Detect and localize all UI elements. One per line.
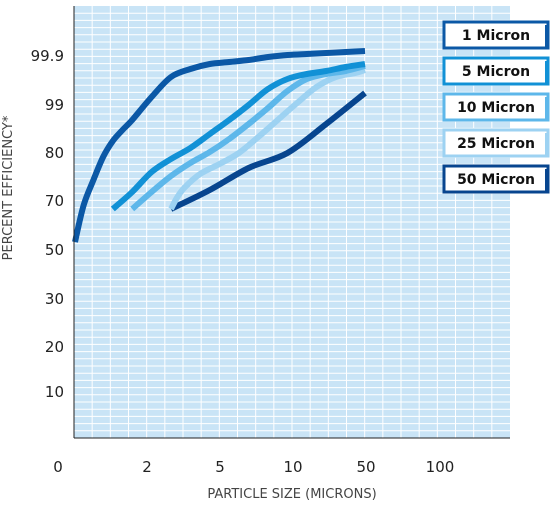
y-axis-title: PERCENT EFFICIENCY* <box>1 115 16 260</box>
legend-shadow <box>545 169 548 192</box>
legend-label: 10 Micron <box>457 100 535 116</box>
y-tick-label: 10 <box>45 383 64 401</box>
legend-label: 1 Micron <box>462 28 530 44</box>
y-tick-label: 30 <box>45 290 64 308</box>
y-tick-label: 20 <box>45 338 64 356</box>
x-tick-label: 10 <box>283 458 302 476</box>
legend-box <box>442 164 550 194</box>
legend-shadow <box>545 133 548 156</box>
legend-label: 50 Micron <box>457 172 535 188</box>
series-line-1-micron <box>72 48 366 243</box>
y-tick-label: 99.9 <box>31 47 64 65</box>
series-line-25-micron <box>168 67 366 211</box>
x-tick-labels: 0 2 5 10 50 100 <box>53 458 454 476</box>
x-tick-label: 100 <box>426 458 455 476</box>
y-tick-labels: 10 20 30 50 70 80 99 99.9 <box>31 47 64 401</box>
series-lines <box>72 48 367 243</box>
y-tick-label: 80 <box>45 144 64 162</box>
y-tick-label: 70 <box>45 192 64 210</box>
legend: 1 Micron 5 Micron 10 Micron 25 Micron 50 Mic… <box>442 20 550 194</box>
legend-label: 5 Micron <box>462 64 530 80</box>
legend-shadow <box>545 61 548 84</box>
series-line-5-micron <box>110 61 366 212</box>
series-line-50-micron <box>169 90 367 212</box>
legend-label: 25 Micron <box>457 136 535 152</box>
legend-shadow <box>545 97 548 120</box>
x-axis-title: PARTICLE SIZE (MICRONS) <box>207 487 376 502</box>
x-tick-label: 50 <box>356 458 375 476</box>
y-tick-label: 50 <box>45 241 64 259</box>
x-tick-label: 2 <box>142 458 152 476</box>
x-tick-label: 5 <box>215 458 225 476</box>
legend-box <box>442 56 550 86</box>
x-tick-label: 0 <box>53 458 63 476</box>
y-tick-label: 99 <box>45 96 64 114</box>
legend-shadow <box>545 25 548 48</box>
